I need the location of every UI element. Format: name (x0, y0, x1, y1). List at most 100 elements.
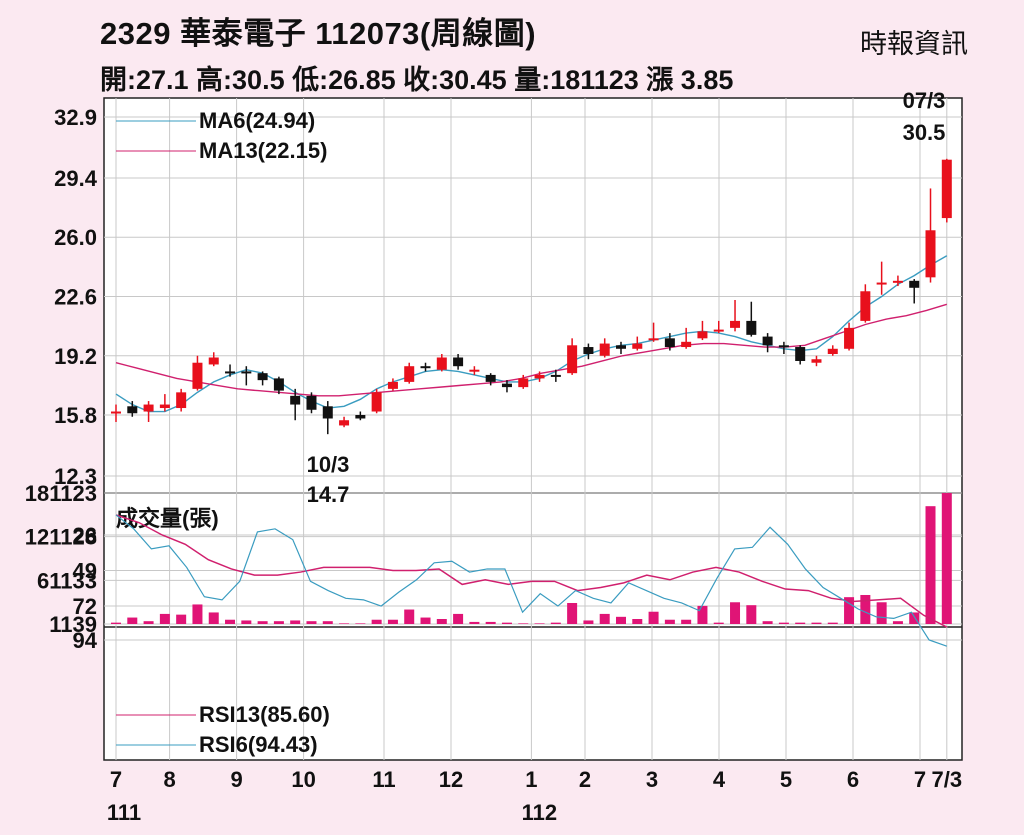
candle (339, 416, 350, 428)
candle (615, 341, 626, 355)
volume-bar (469, 621, 480, 624)
candle (257, 371, 268, 386)
candle (730, 299, 741, 332)
month-tick-label: 5 (780, 767, 792, 792)
candle (925, 188, 936, 283)
volume-bar (941, 493, 952, 624)
volume-bar (485, 621, 496, 624)
candle-body-up (469, 369, 480, 372)
rsi13-legend-label: RSI13(85.60) (199, 702, 330, 727)
volume-bar (827, 622, 838, 624)
candle-body-down (762, 336, 773, 346)
volume-bar (159, 613, 170, 624)
candle (371, 388, 382, 414)
candle-body-down (322, 406, 333, 419)
rsi-tick-label: 26 (73, 523, 97, 548)
candle-body-up (436, 357, 447, 370)
candle-body-up (632, 343, 643, 349)
candle-body-down (127, 406, 138, 414)
candle (648, 322, 659, 342)
volume-bar (567, 602, 578, 624)
month-tick-label: 7 (110, 767, 122, 792)
low-value-annotation: 14.7 (307, 482, 350, 507)
month-tick-label: 3 (646, 767, 658, 792)
volume-bar (583, 620, 594, 624)
candle-body-down (290, 395, 301, 405)
volume-bar (143, 621, 154, 624)
chart-frame (103, 97, 963, 761)
rsi-axis: 94 72 49 26 (73, 523, 98, 653)
volume-bar (909, 612, 920, 624)
candle (273, 376, 284, 395)
candle-body-down (225, 371, 236, 374)
volume-bar (241, 620, 252, 624)
candle-body-up (387, 381, 398, 389)
candle (208, 352, 219, 367)
candle (143, 401, 154, 422)
candle (632, 336, 643, 351)
volume-bar (892, 621, 903, 624)
candle-body-up (143, 404, 154, 412)
candle-body-up (208, 357, 219, 365)
month-tick-label: 2 (579, 767, 591, 792)
year-label: 111 (107, 800, 141, 825)
candle-body-up (404, 366, 415, 382)
volume-bar (615, 616, 626, 624)
high-value-annotation: 30.5 (903, 120, 946, 145)
candle-body-down (795, 347, 806, 361)
volume-bar (746, 605, 757, 624)
candle (485, 373, 496, 386)
volume-bar (290, 620, 301, 624)
candle-body-down (501, 383, 512, 388)
volume-axis: 181123 121128 61133 1139 成交量(張) (25, 481, 219, 637)
ohlc-stats: 開:27.1 高:30.5 低:26.85 收:30.45 量:181123 漲… (100, 65, 734, 95)
ma13-line (115, 303, 948, 397)
chart-title: 2329 華泰電子 112073(周線圖) (100, 16, 537, 51)
volume-tick-label: 1139 (49, 612, 97, 637)
month-tick-label: 7/3 (932, 767, 963, 792)
candle (746, 301, 757, 337)
candle-body-down (453, 357, 464, 367)
volume-bar (208, 612, 219, 624)
candle (534, 371, 545, 382)
ma13-legend-label: MA13(22.15) (199, 138, 327, 163)
volume-bar (860, 594, 871, 624)
candle (681, 327, 692, 349)
candle (762, 333, 773, 353)
volume-bar (387, 619, 398, 624)
candle-body-down (273, 378, 284, 391)
volume-bar (648, 611, 659, 624)
candle-body-up (111, 411, 121, 414)
month-tick-label: 9 (230, 767, 242, 792)
volume-bar (632, 619, 643, 624)
volume-bar (273, 621, 284, 624)
candle (355, 411, 366, 421)
volume-bar (811, 622, 822, 624)
volume-bar (844, 597, 855, 624)
candle-body-up (925, 230, 936, 278)
volume-bar (795, 622, 806, 624)
rsi6-legend-label: RSI6(94.43) (199, 732, 318, 757)
candle (892, 275, 903, 287)
candle (241, 366, 252, 386)
candle (697, 320, 708, 341)
candle-body-down (746, 320, 757, 335)
volume-bar (664, 619, 675, 624)
candle (778, 341, 789, 355)
volume-bar (176, 614, 187, 624)
candle (860, 284, 871, 323)
candle (599, 338, 610, 358)
candle-body-up (860, 291, 871, 321)
volume-bar (339, 623, 350, 624)
candle (387, 378, 398, 391)
candle-body-up (567, 345, 578, 374)
candle-body-up (339, 420, 350, 426)
volume-bar (306, 621, 317, 624)
volume-bar (518, 623, 529, 624)
price-axis: 32.9 29.4 26.0 22.6 19.2 15.8 12.3 (54, 105, 98, 489)
candle-body-up (599, 343, 610, 356)
month-tick-label: 8 (163, 767, 175, 792)
volume-bar (192, 604, 203, 624)
candle-body-down (909, 280, 920, 288)
